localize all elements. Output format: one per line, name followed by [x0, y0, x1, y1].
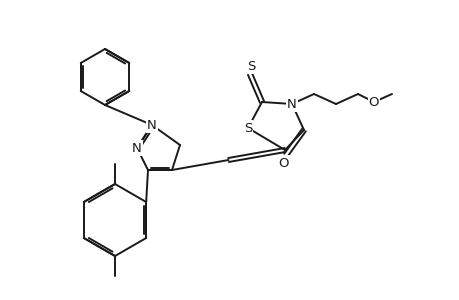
Text: S: S	[246, 59, 255, 73]
Text: O: O	[278, 157, 289, 169]
Text: O: O	[368, 95, 378, 109]
Text: N: N	[286, 98, 296, 110]
Text: N: N	[147, 118, 157, 131]
Text: N: N	[132, 142, 141, 154]
Text: S: S	[243, 122, 252, 134]
